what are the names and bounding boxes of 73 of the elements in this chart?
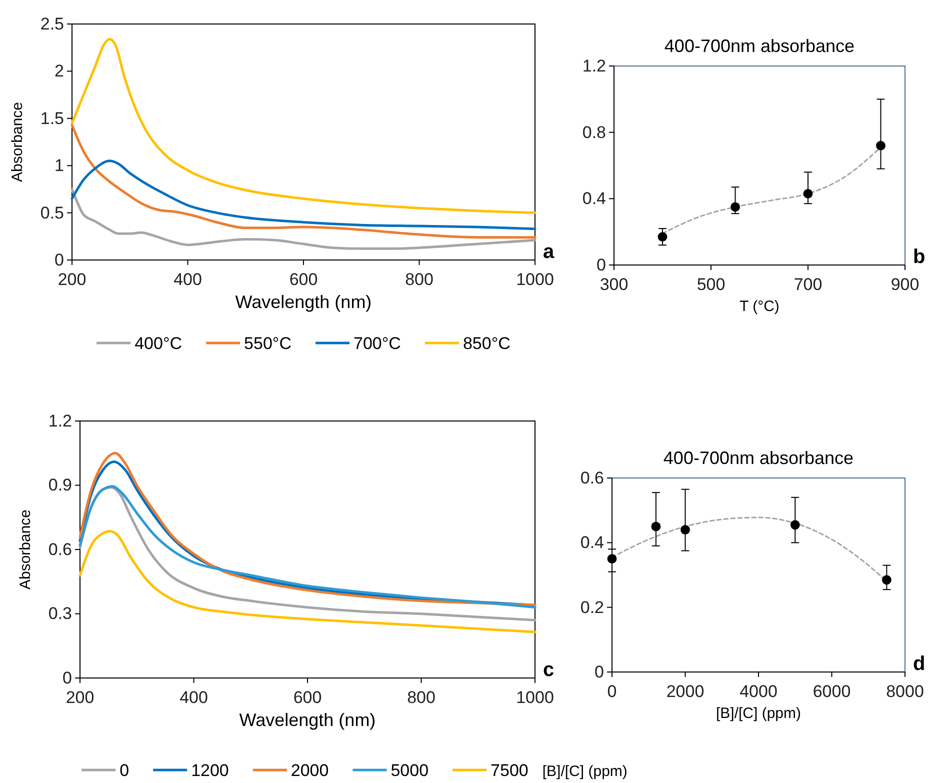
point: [658, 232, 668, 242]
x-tick-label: 700: [794, 275, 822, 294]
chart-title: 400-700nm absorbance: [664, 36, 855, 56]
line-series: [78, 530, 536, 634]
legend-label: 550°C: [244, 334, 292, 353]
y-tick-label: 0.6: [580, 468, 604, 488]
y-tick-label: 0: [62, 668, 72, 688]
x-tick-label: 600: [289, 270, 318, 289]
text: d: [913, 653, 926, 675]
text: c: [543, 659, 554, 681]
y-tick-label: 2: [54, 62, 64, 81]
y-tick-label: 0: [54, 250, 64, 270]
y-tick-label: 1.2: [48, 411, 72, 430]
x-axis-title: Wavelength (nm): [235, 292, 372, 312]
text: a: [543, 241, 555, 263]
text: b: [913, 246, 926, 268]
x-tick-label: 800: [407, 688, 436, 707]
point: [680, 525, 690, 534]
chart-title: 400-700nm absorbance: [663, 448, 854, 468]
x-tick-label: 300: [600, 275, 628, 294]
x-tick-label: 600: [293, 688, 322, 707]
x-tick-label: 1000: [516, 688, 554, 707]
x-tick-label: 200: [66, 688, 94, 707]
point: [730, 202, 740, 212]
x-tick-label: 400: [174, 270, 202, 289]
y-tick-label: 0.9: [48, 476, 72, 495]
legend-label: 850°C: [462, 334, 510, 353]
x-axis-title: T (°C): [740, 298, 780, 315]
x-tick-label: 8000: [886, 682, 924, 701]
line-series: [70, 160, 536, 230]
x-tick-label: 800: [405, 270, 434, 289]
legend-title: [B]/[C] (ppm): [542, 763, 628, 780]
point: [882, 575, 892, 585]
legend-label: 400°C: [134, 334, 182, 353]
legend-label: 2000: [290, 761, 329, 780]
y-tick-label: 0: [596, 255, 606, 274]
point: [803, 188, 813, 198]
y-tick-label: 1.5: [40, 108, 64, 128]
x-tick-label: 400: [180, 688, 208, 707]
legend-label: 7500: [490, 761, 528, 780]
y-tick-label: 1: [54, 156, 64, 176]
point: [876, 140, 886, 150]
y-axis-title: Absorbance: [9, 102, 26, 182]
line-series: [70, 38, 536, 214]
x-tick-label: 500: [696, 275, 726, 294]
y-tick-label: 1.2: [582, 56, 606, 76]
x-axis-title: [B]/[C] (ppm): [716, 705, 802, 722]
y-tick-label: 2.5: [40, 14, 64, 34]
x-tick-label: 2000: [666, 682, 704, 701]
point: [651, 522, 661, 532]
legend-label: 700°C: [354, 334, 401, 353]
legend-label: 5000: [390, 761, 429, 780]
y-tick-label: 0.4: [582, 189, 606, 208]
x-tick-label: 4000: [740, 682, 778, 701]
y-tick-label: 0.6: [48, 540, 72, 559]
legend-label: 0: [120, 761, 130, 780]
y-tick-label: 0.5: [40, 203, 64, 222]
y-tick-label: 0.3: [48, 604, 72, 624]
y-tick-label: 0.4: [580, 533, 604, 552]
y-tick-label: 0.2: [580, 598, 604, 617]
line-series: [70, 188, 536, 250]
x-tick-label: 900: [890, 275, 920, 294]
legend-label: 1200: [191, 761, 229, 780]
y-axis-title: Absorbance: [17, 509, 34, 590]
y-tick-label: 0.8: [582, 122, 606, 142]
x-axis-title: Wavelength (nm): [239, 710, 376, 730]
point: [790, 520, 800, 530]
x-tick-label: 200: [58, 270, 86, 289]
line-series: [70, 124, 536, 239]
point: [607, 554, 617, 564]
x-tick-label: 1000: [516, 270, 554, 289]
y-tick-label: 0: [594, 662, 604, 682]
x-tick-label: 6000: [812, 682, 851, 701]
